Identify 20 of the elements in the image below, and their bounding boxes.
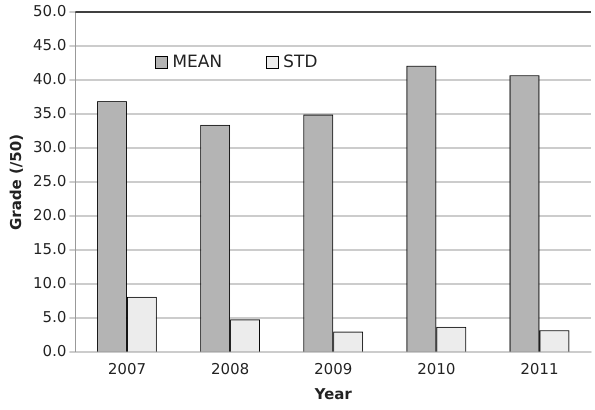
y-tick-label: 15.0 (32, 240, 66, 258)
x-tick-label: 2007 (108, 360, 146, 378)
y-tick-label: 30.0 (32, 138, 66, 156)
x-tick-label: 2008 (210, 360, 250, 378)
y-tick-label: 5.0 (42, 308, 66, 326)
legend-label: STD (283, 52, 318, 72)
y-tick-label: 0.0 (42, 342, 66, 360)
y-tick-label: 45.0 (32, 36, 66, 54)
x-tick-label: 2009 (314, 360, 352, 378)
legend-label: MEAN (172, 52, 222, 72)
x-tick-label: 2010 (417, 360, 456, 378)
y-tick-label: 10.0 (32, 274, 66, 292)
y-tick-label: 40.0 (32, 70, 66, 88)
y-tick-label: 20.0 (32, 206, 66, 224)
y-tick-label: 25.0 (32, 172, 66, 190)
x-tick-label: 2011 (520, 360, 559, 378)
x-axis-title: Year (314, 384, 352, 403)
y-tick-label: 50.0 (32, 2, 66, 20)
y-axis-title: Grade (/50) (6, 134, 25, 230)
y-tick-label: 35.0 (32, 104, 66, 122)
